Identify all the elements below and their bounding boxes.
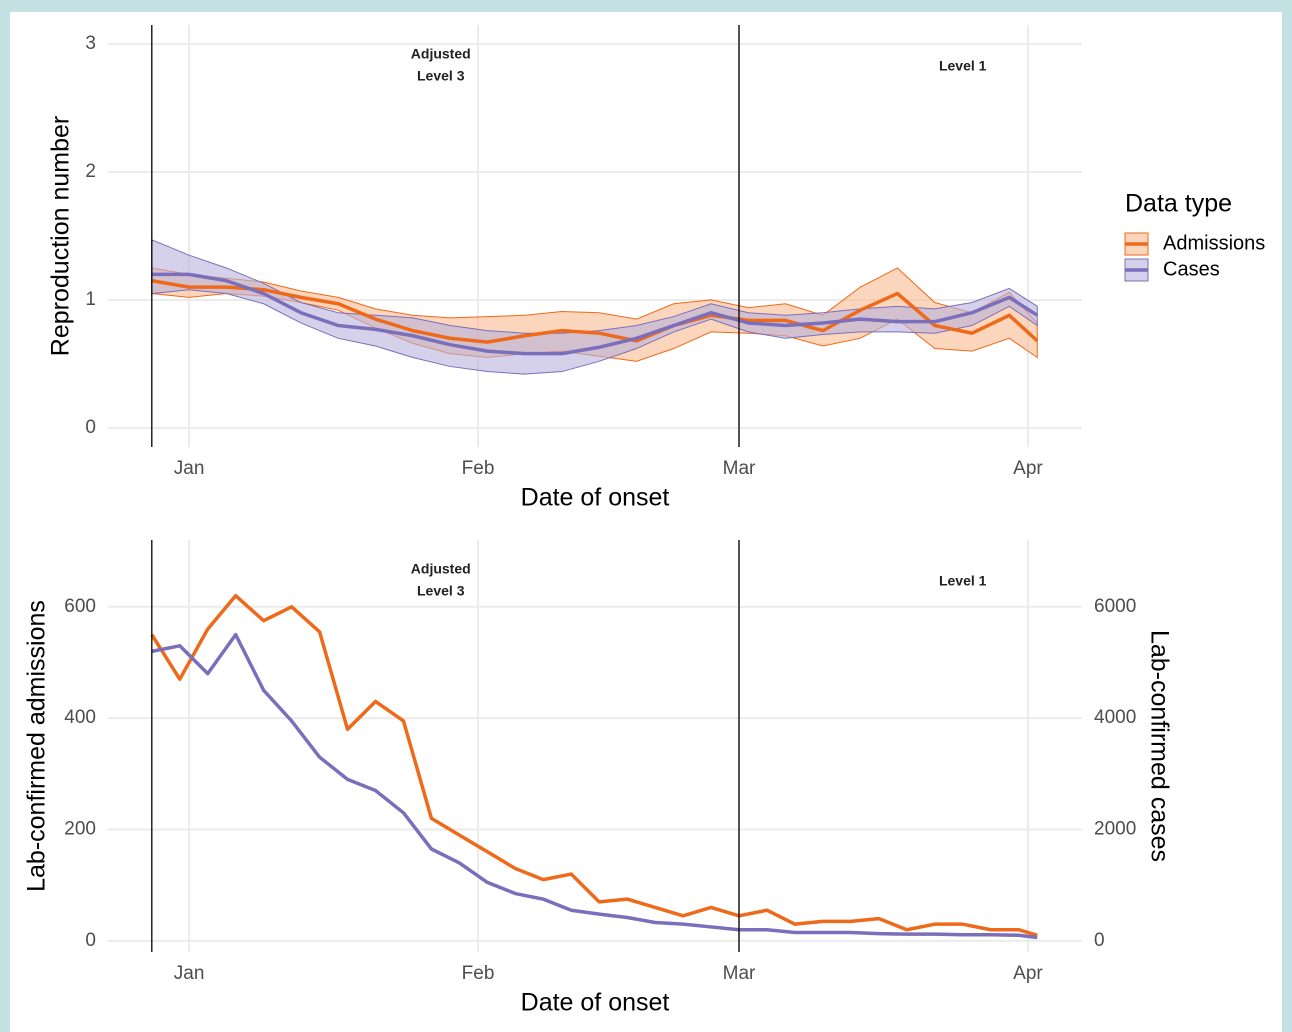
x-axis-label: Date of onset	[521, 484, 670, 512]
confidence-band	[151, 239, 1038, 375]
y2-axis-label: Lab-confirmed cases	[1145, 630, 1173, 862]
annotation: Level 3	[417, 583, 465, 599]
y2-tick-label: 4000	[1094, 707, 1136, 728]
y-axis-label: Reproduction number	[47, 116, 75, 356]
y-axis-label: Lab-confirmed admissions	[23, 600, 51, 892]
x-tick-label: Jan	[174, 458, 205, 479]
x-tick-label: Apr	[1013, 963, 1043, 984]
series-line	[151, 272, 1039, 356]
x-tick-label: Mar	[723, 963, 756, 984]
panel-background	[10, 12, 1282, 1032]
series-line	[151, 279, 1039, 344]
y-tick-label: 200	[64, 819, 96, 840]
x-tick-label: Jan	[174, 963, 205, 984]
x-axis-label: Date of onset	[521, 989, 670, 1017]
annotation: Adjusted	[411, 46, 471, 62]
y-tick-label: 600	[64, 596, 96, 617]
y-tick-label: 1	[85, 289, 96, 310]
y-tick-label: 0	[85, 417, 96, 438]
legend-label: Cases	[1163, 258, 1220, 280]
annotation: Level 3	[417, 68, 465, 84]
annotation: Level 1	[939, 573, 987, 589]
legend-title: Data type	[1125, 190, 1232, 218]
x-tick-label: Feb	[462, 963, 495, 984]
legend-label: Admissions	[1163, 232, 1265, 254]
y-tick-label: 400	[64, 707, 96, 728]
y-tick-label: 2	[85, 161, 96, 182]
series-line	[151, 632, 1038, 940]
series-line	[150, 593, 1038, 937]
x-tick-label: Apr	[1013, 458, 1043, 479]
y2-tick-label: 2000	[1094, 819, 1136, 840]
x-tick-label: Mar	[723, 458, 756, 479]
annotation: Level 1	[939, 58, 987, 74]
annotation: Adjusted	[411, 561, 471, 577]
y2-tick-label: 6000	[1094, 596, 1136, 617]
y2-tick-label: 0	[1094, 930, 1105, 951]
x-tick-label: Feb	[462, 458, 495, 479]
y-tick-label: 3	[85, 33, 96, 54]
y-tick-label: 0	[85, 930, 96, 951]
